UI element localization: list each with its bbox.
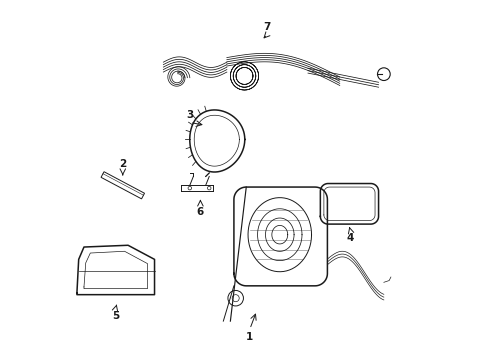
Text: 1: 1: [245, 332, 253, 342]
Text: 6: 6: [196, 207, 203, 217]
Text: 5: 5: [112, 311, 119, 321]
Text: 7: 7: [263, 22, 270, 32]
Text: 2: 2: [119, 159, 126, 169]
Text: 3: 3: [186, 110, 193, 120]
Text: 4: 4: [346, 233, 353, 243]
